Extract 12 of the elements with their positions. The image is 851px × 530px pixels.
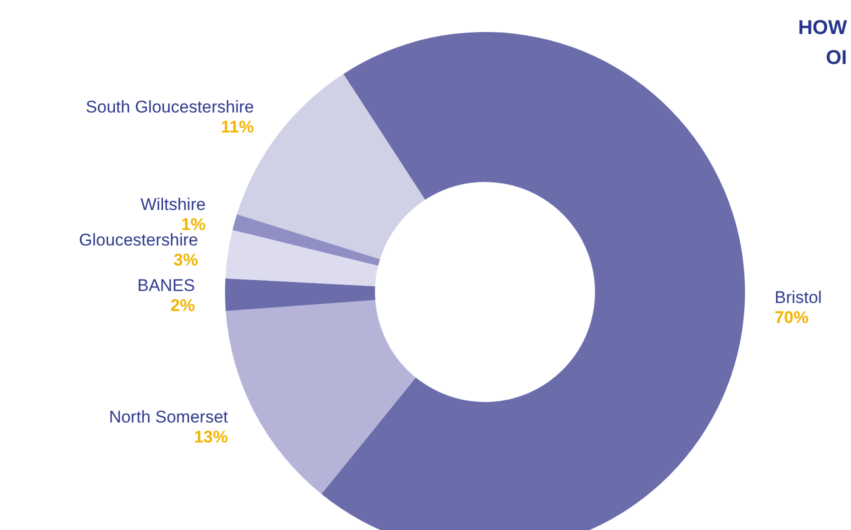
data-label: 3% (174, 250, 198, 270)
data-label: 70% (774, 308, 809, 328)
text: HOW (798, 17, 848, 39)
slice-label: BANES (137, 276, 196, 296)
text: OI (826, 47, 847, 69)
slice-label: Wiltshire (140, 195, 206, 214)
slice-label: North Somerset (108, 407, 228, 426)
slice-label: Bristol (774, 288, 822, 308)
slice-label: South Gloucestershire (86, 98, 254, 117)
data-label: 11% (220, 118, 254, 137)
data-label: 2% (170, 296, 196, 316)
data-label: 13% (194, 427, 228, 446)
